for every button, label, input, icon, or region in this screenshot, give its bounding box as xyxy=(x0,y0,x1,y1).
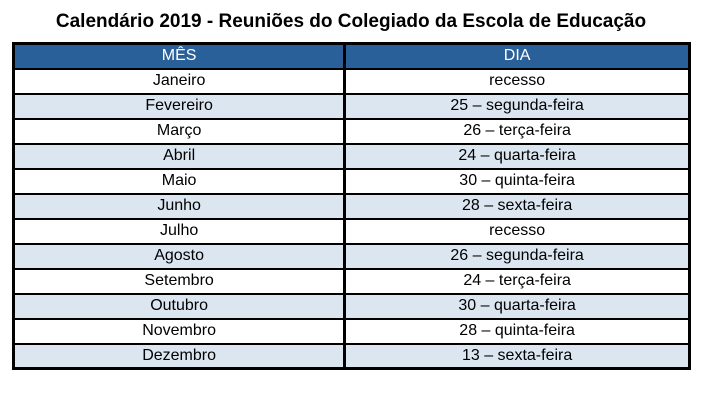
table-row-dezembro: Dezembro 13 – sexta-feira xyxy=(12,342,691,370)
table-row-fevereiro: Fevereiro 25 – segunda-feira xyxy=(12,92,691,120)
column-header-mes: MÊS xyxy=(12,42,347,70)
page-title: Calendário 2019 - Reuniões do Colegiado … xyxy=(55,11,647,32)
table-row-janeiro: Janeiro recesso xyxy=(12,67,691,95)
table-row-abril: Abril 24 – quarta-feira xyxy=(12,142,691,170)
table-row-agosto: Agosto 26 – segunda-feira xyxy=(12,242,691,270)
table-header-row: MÊS DIA xyxy=(12,42,691,70)
mes-cell: Maio xyxy=(12,167,347,195)
column-header-dia: DIA xyxy=(343,42,691,70)
mes-cell: Fevereiro xyxy=(12,92,347,120)
mes-cell: Agosto xyxy=(12,242,347,270)
dia-cell: 24 – terça-feira xyxy=(343,267,691,295)
table-row-novembro: Novembro 28 – quinta-feira xyxy=(12,317,691,345)
dia-cell: 26 – terça-feira xyxy=(343,117,691,145)
dia-cell: 28 – sexta-feira xyxy=(343,192,691,220)
table-row-junho: Junho 28 – sexta-feira xyxy=(12,192,691,220)
table-row-marco: Março 26 – terça-feira xyxy=(12,117,691,145)
table-row-outubro: Outubro 30 – quarta-feira xyxy=(12,292,691,320)
table-row-julho: Julho recesso xyxy=(12,217,691,245)
mes-cell: Junho xyxy=(12,192,347,220)
dia-cell: 25 – segunda-feira xyxy=(343,92,691,120)
mes-cell: Julho xyxy=(12,217,347,245)
dia-cell: 24 – quarta-feira xyxy=(343,142,691,170)
dia-cell: recesso xyxy=(343,67,691,95)
calendar-table: MÊS DIA Janeiro recesso Fevereiro 25 – s… xyxy=(12,42,691,370)
table-row-maio: Maio 30 – quinta-feira xyxy=(12,167,691,195)
mes-cell: Dezembro xyxy=(12,342,347,370)
mes-cell: Setembro xyxy=(12,267,347,295)
dia-cell: 30 – quinta-feira xyxy=(343,167,691,195)
table-row-setembro: Setembro 24 – terça-feira xyxy=(12,267,691,295)
dia-cell: recesso xyxy=(343,217,691,245)
mes-cell: Março xyxy=(12,117,347,145)
mes-cell: Outubro xyxy=(12,292,347,320)
mes-cell: Janeiro xyxy=(12,67,347,95)
dia-cell: 26 – segunda-feira xyxy=(343,242,691,270)
dia-cell: 28 – quinta-feira xyxy=(343,317,691,345)
mes-cell: Abril xyxy=(12,142,347,170)
mes-cell: Novembro xyxy=(12,317,347,345)
dia-cell: 30 – quarta-feira xyxy=(343,292,691,320)
dia-cell: 13 – sexta-feira xyxy=(343,342,691,370)
